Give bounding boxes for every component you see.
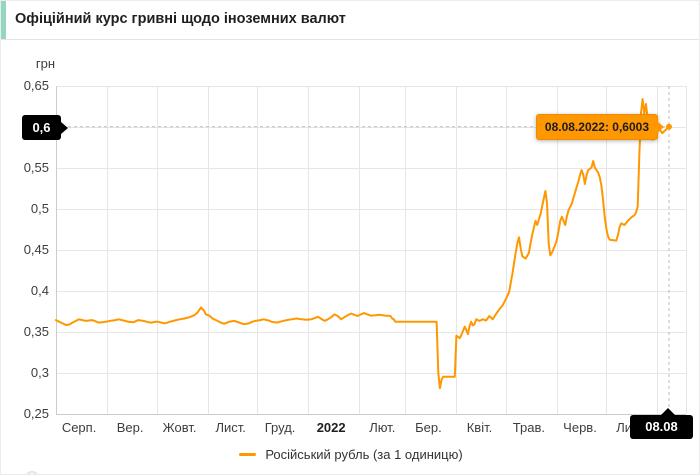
y-tick-label: 0,4 xyxy=(30,283,49,298)
x-tick-label: Черв. xyxy=(563,420,597,435)
header-accent-bar xyxy=(1,1,6,39)
legend-marker-line xyxy=(239,453,257,456)
crosshair-y-label: 0,6 xyxy=(22,115,68,140)
legend[interactable]: Російський рубль (за 1 одиницю) xyxy=(1,447,699,462)
crosshair-x-label: 08.08 xyxy=(630,408,693,439)
x-tick-label: Бер. xyxy=(415,420,442,435)
x-tick-label: Жовт. xyxy=(162,420,197,435)
chart-tooltip: 08.08.2022: 0,6003 xyxy=(535,114,665,140)
x-tick-label: Серп. xyxy=(61,420,97,435)
legend-label: Російський рубль (за 1 одиницю) xyxy=(265,447,463,462)
plot-area[interactable] xyxy=(1,40,700,475)
exchange-rate-chart: грн 0,65 0,6 0,55 0,5 0,45 0,4 0,35 0,3 0,25 Сер… xyxy=(1,40,700,475)
y-tick-label: 0,25 xyxy=(23,406,49,421)
x-tick-label: Груд. xyxy=(264,420,296,435)
x-tick-label: Лют. xyxy=(369,420,396,435)
page-header: Офіційний курс гривні щодо іноземних вал… xyxy=(1,1,699,40)
y-tick-label: 0,3 xyxy=(30,365,49,380)
x-tick-label: Квіт. xyxy=(466,420,493,435)
page-title: Офіційний курс гривні щодо іноземних вал… xyxy=(15,11,346,27)
y-tick-label: 0,55 xyxy=(23,160,49,175)
x-tick-label: Трав. xyxy=(512,420,545,435)
last-point-marker xyxy=(665,123,672,130)
x-tick-label: 2022 xyxy=(316,420,346,435)
y-tick-label: 0,5 xyxy=(30,201,49,216)
y-axis-title: грн xyxy=(35,56,55,71)
series-line-rub xyxy=(55,98,670,390)
x-tick-label: Вер. xyxy=(116,420,144,435)
y-tick-label: 0,65 xyxy=(23,78,49,93)
y-tick-label: 0,45 xyxy=(23,242,49,257)
y-tick-label: 0,35 xyxy=(23,324,49,339)
x-tick-label: Лист. xyxy=(215,420,246,435)
